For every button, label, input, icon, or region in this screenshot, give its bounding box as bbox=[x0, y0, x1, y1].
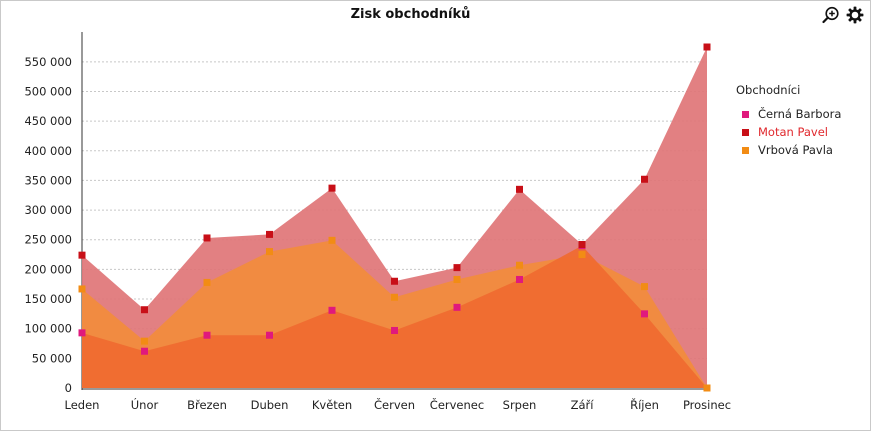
data-point bbox=[641, 310, 648, 318]
y-tick-label: 300 000 bbox=[24, 203, 72, 217]
data-point bbox=[328, 184, 336, 192]
x-tick-label: Září bbox=[571, 398, 595, 412]
data-point bbox=[78, 329, 86, 337]
x-tick-label: Únor bbox=[131, 397, 159, 412]
legend-label: Černá Barbora bbox=[758, 107, 842, 121]
data-point bbox=[78, 285, 86, 293]
data-point bbox=[703, 384, 711, 392]
data-point bbox=[328, 306, 336, 314]
y-tick-label: 500 000 bbox=[24, 84, 72, 98]
legend-item-vrbova-pavla[interactable]: Vrbová Pavla bbox=[736, 141, 841, 159]
data-point bbox=[578, 251, 586, 259]
zoom-in-icon[interactable] bbox=[822, 6, 840, 24]
data-point bbox=[453, 264, 461, 272]
data-point bbox=[141, 347, 148, 355]
data-point bbox=[78, 251, 86, 259]
data-point bbox=[641, 283, 648, 291]
y-tick-label: 150 000 bbox=[24, 292, 72, 306]
data-point bbox=[516, 261, 523, 269]
gear-icon[interactable] bbox=[846, 6, 864, 24]
y-tick-label: 350 000 bbox=[24, 173, 72, 187]
data-point bbox=[453, 275, 461, 283]
x-tick-label: Leden bbox=[65, 398, 100, 412]
x-tick-label: Srpen bbox=[503, 398, 537, 412]
x-tick-label: Červen bbox=[374, 397, 415, 412]
data-point bbox=[266, 331, 273, 339]
x-tick-label: Červenec bbox=[430, 397, 484, 412]
data-point bbox=[266, 230, 273, 238]
data-point bbox=[516, 185, 523, 193]
data-point bbox=[203, 331, 211, 339]
legend-title: Obchodníci bbox=[736, 83, 801, 97]
data-point bbox=[391, 277, 398, 285]
y-tick-label: 50 000 bbox=[32, 351, 72, 365]
data-point bbox=[516, 275, 523, 283]
y-tick-label: 250 000 bbox=[24, 233, 72, 247]
data-point bbox=[453, 303, 461, 311]
y-tick-label: 400 000 bbox=[24, 144, 72, 158]
x-tick-label: Prosinec bbox=[683, 398, 731, 412]
legend-label: Motan Pavel bbox=[758, 125, 828, 139]
x-tick-label: Duben bbox=[251, 398, 289, 412]
x-tick-label: Květen bbox=[312, 398, 352, 412]
data-point bbox=[266, 248, 273, 256]
data-point bbox=[703, 43, 711, 51]
legend-swatch bbox=[742, 110, 749, 118]
data-point bbox=[203, 278, 211, 286]
legend-swatch bbox=[742, 146, 749, 154]
legend: Obchodníci Černá Barbora Motan Pavel Vrb… bbox=[736, 83, 841, 159]
data-point bbox=[203, 234, 211, 242]
y-tick-label: 200 000 bbox=[24, 262, 72, 276]
data-point bbox=[391, 293, 398, 301]
data-point bbox=[641, 175, 648, 183]
x-tick-label: Březen bbox=[187, 398, 227, 412]
area-černá-barbora bbox=[82, 245, 707, 388]
legend-item-cerna-barbora[interactable]: Černá Barbora bbox=[736, 105, 841, 123]
x-tick-label: Říjen bbox=[630, 397, 659, 412]
legend-swatch bbox=[742, 128, 749, 136]
data-point bbox=[578, 240, 586, 248]
y-tick-label: 100 000 bbox=[24, 322, 72, 336]
data-point bbox=[391, 326, 398, 334]
y-tick-label: 0 bbox=[65, 381, 72, 395]
legend-item-motan-pavel[interactable]: Motan Pavel bbox=[736, 123, 841, 141]
data-point bbox=[141, 306, 148, 314]
y-tick-label: 550 000 bbox=[24, 55, 72, 69]
chart-title: Zisk obchodníků bbox=[350, 7, 471, 22]
y-tick-label: 450 000 bbox=[24, 114, 72, 128]
data-point bbox=[328, 236, 336, 244]
legend-label: Vrbová Pavla bbox=[758, 143, 833, 157]
data-point bbox=[141, 337, 148, 345]
